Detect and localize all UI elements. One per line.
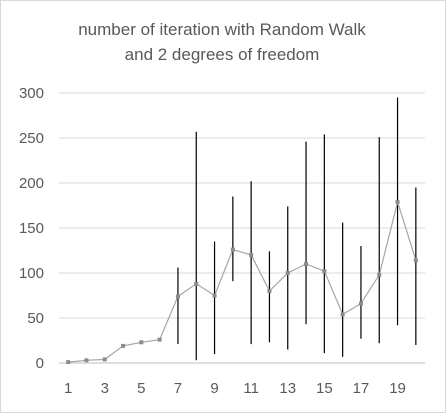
chart-title-line-1: number of iteration with Random Walk bbox=[78, 20, 366, 39]
x-tick-label: 9 bbox=[210, 380, 218, 397]
data-point-marker bbox=[395, 199, 400, 204]
data-point-marker bbox=[413, 258, 418, 263]
data-point-marker bbox=[175, 294, 180, 299]
data-point-marker bbox=[66, 360, 71, 365]
y-tick-label: 250 bbox=[19, 130, 44, 147]
data-point-marker bbox=[121, 343, 126, 348]
data-point-marker bbox=[139, 340, 144, 345]
y-tick-label: 0 bbox=[36, 355, 44, 372]
x-tick-label: 15 bbox=[316, 380, 333, 397]
x-tick-label: 1 bbox=[64, 380, 72, 397]
data-point-marker bbox=[84, 358, 89, 363]
data-point-marker bbox=[194, 281, 199, 286]
y-tick-label: 150 bbox=[19, 220, 44, 237]
data-point-marker bbox=[249, 253, 254, 257]
data-point-marker bbox=[102, 357, 107, 362]
data-point-marker bbox=[377, 272, 382, 277]
data-point-marker bbox=[358, 301, 363, 306]
data-point-marker bbox=[230, 247, 235, 252]
x-tick-label: 3 bbox=[101, 380, 109, 397]
x-tick-label: 5 bbox=[137, 380, 145, 397]
series-line bbox=[68, 199, 417, 363]
data-point-marker bbox=[304, 262, 309, 266]
series-line-group bbox=[68, 199, 417, 363]
y-tick-label: 200 bbox=[19, 175, 44, 192]
data-point-marker bbox=[340, 312, 345, 317]
chart-title-line-2: and 2 degrees of freedom bbox=[124, 45, 320, 64]
x-tick-label: 11 bbox=[243, 380, 259, 397]
data-point-marker bbox=[267, 289, 272, 293]
gridlines bbox=[59, 92, 425, 364]
data-points bbox=[66, 199, 418, 365]
error-bars bbox=[177, 97, 417, 361]
x-axis-tick-labels: 1 3 5 7 9 11 13 15 17 19 bbox=[64, 380, 406, 397]
data-point-marker bbox=[322, 269, 327, 274]
x-tick-label: 7 bbox=[174, 380, 182, 397]
y-tick-label: 50 bbox=[27, 310, 44, 327]
x-tick-label: 13 bbox=[279, 380, 296, 397]
y-tick-label: 100 bbox=[19, 265, 44, 282]
data-point-marker bbox=[212, 293, 217, 298]
x-tick-label: 19 bbox=[389, 380, 406, 397]
data-point-marker bbox=[157, 337, 162, 342]
y-axis-tick-labels: 0 50 100 150 200 250 300 bbox=[19, 85, 44, 372]
y-tick-label: 300 bbox=[19, 85, 44, 102]
x-tick-label: 17 bbox=[353, 380, 370, 397]
data-point-marker bbox=[285, 271, 290, 275]
